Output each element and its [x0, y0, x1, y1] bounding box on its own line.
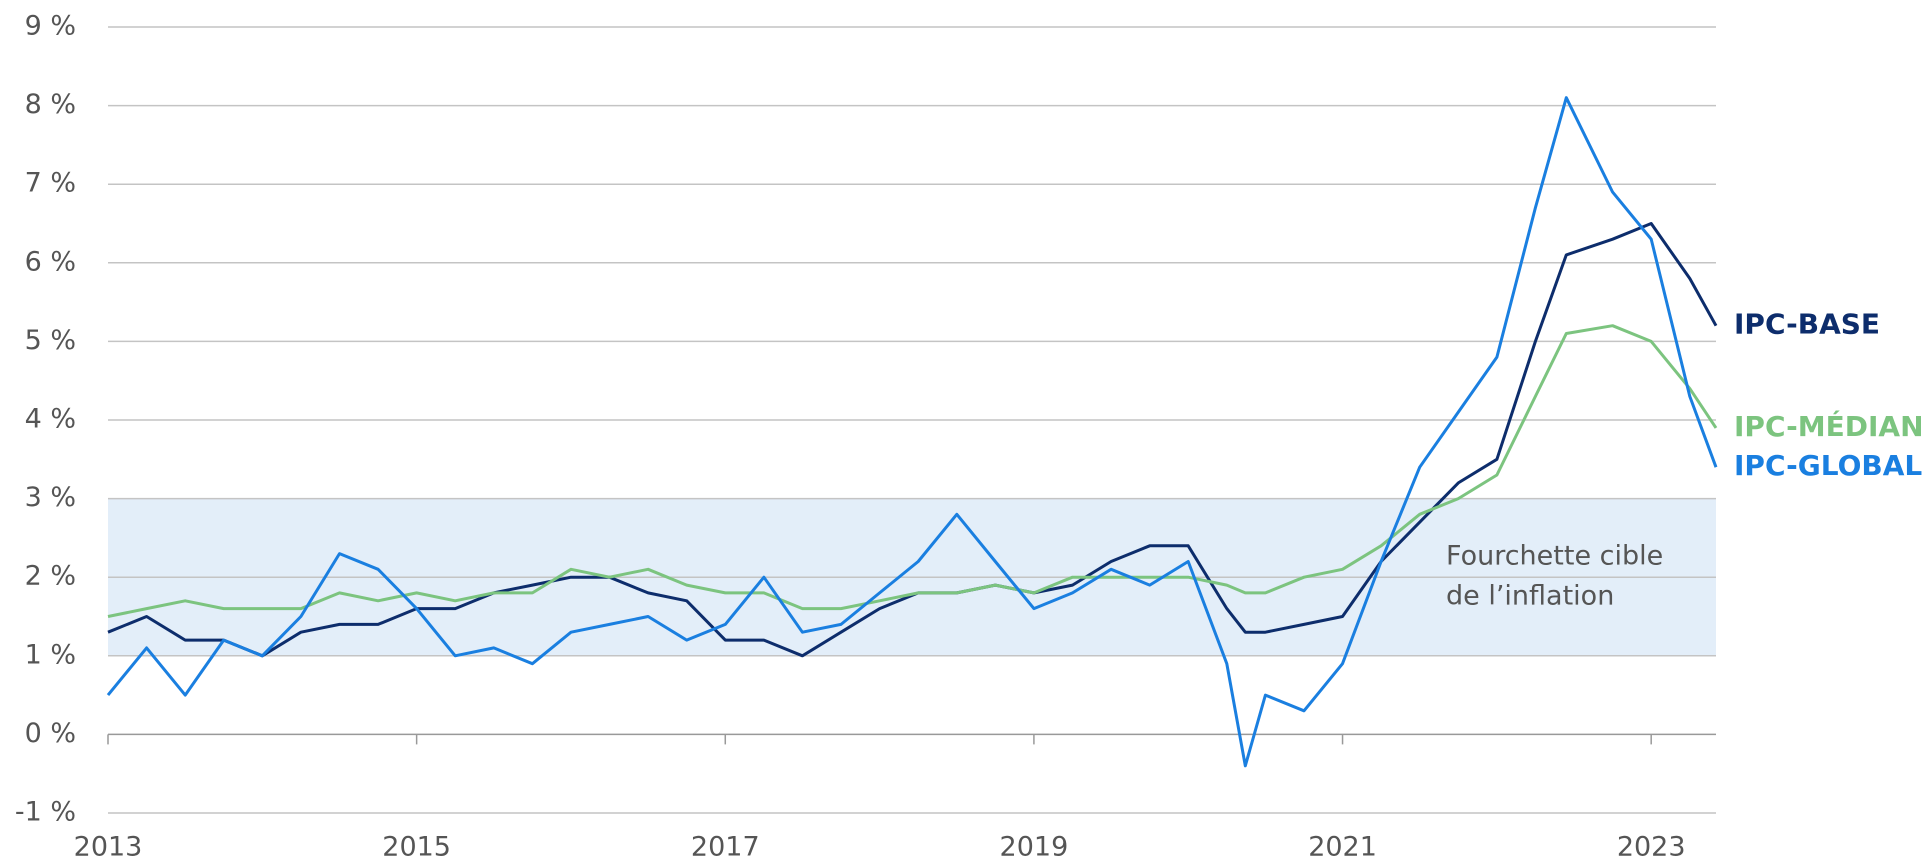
- y-tick-label: 4 %: [25, 404, 76, 435]
- y-tick-label: 5 %: [25, 325, 76, 356]
- y-tick-label: 3 %: [25, 482, 76, 513]
- series-label: IPC-GLOBAL: [1734, 449, 1922, 482]
- band-label: Fourchette cible: [1446, 541, 1663, 572]
- y-tick-label: -1 %: [15, 797, 76, 828]
- series-label: IPC-MÉDIAN: [1734, 409, 1924, 443]
- band-label: de l’inflation: [1446, 581, 1614, 612]
- y-tick-label: 7 %: [25, 168, 76, 199]
- x-tick-label: 2023: [1617, 832, 1686, 863]
- x-tick-label: 2019: [1000, 832, 1069, 863]
- series-line: [107, 324, 1718, 618]
- x-tick-label: 2013: [74, 832, 143, 863]
- y-tick-label: 0 %: [25, 718, 76, 749]
- x-tick-label: 2017: [691, 832, 760, 863]
- x-tick-label: 2015: [382, 832, 451, 863]
- y-tick-label: 9 %: [25, 11, 76, 42]
- x-tick-label: 2021: [1308, 832, 1377, 863]
- series-line: [106, 96, 1718, 768]
- y-tick-label: 6 %: [25, 246, 76, 277]
- series-label: IPC-BASE: [1734, 308, 1880, 341]
- y-tick-label: 1 %: [25, 639, 76, 670]
- y-tick-label: 8 %: [25, 89, 76, 120]
- y-tick-label: 2 %: [25, 561, 76, 592]
